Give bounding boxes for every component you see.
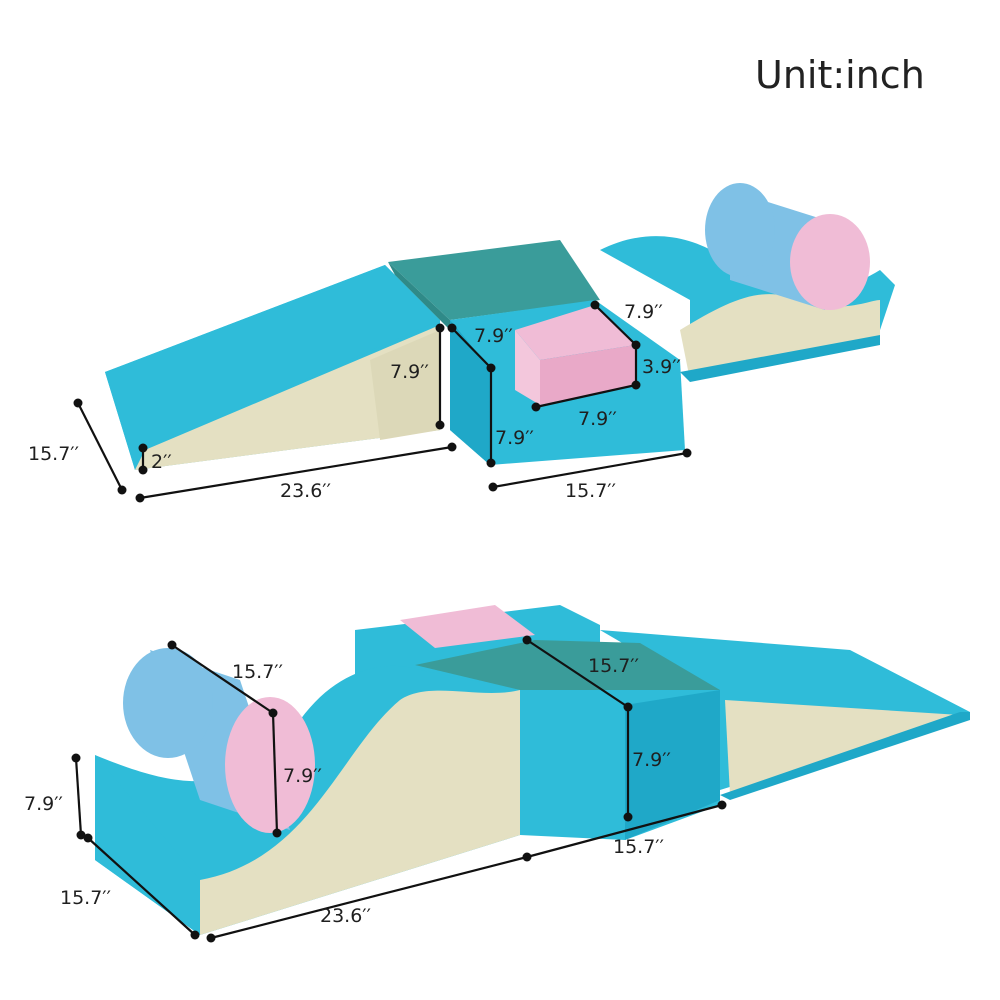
- top-foam-set: 15.7′′ 2′′ 23.6′′ 7.9′′ 7.9′′ 7.9′′ 7.9′…: [28, 183, 895, 503]
- bottom-ramp: [600, 630, 970, 800]
- top-cube-length-label: 15.7′′: [565, 480, 616, 502]
- top-cylinder: [705, 183, 870, 310]
- bottom-block-length-label: 15.7′′: [613, 836, 664, 858]
- bottom-dimension-lines: [71, 635, 727, 943]
- bottom-wave-length-label: 23.6′′: [320, 905, 371, 927]
- bottom-foam-set: 15.7′′ 7.9′′ 7.9′′ 15.7′′ 23.6′′ 15.7′′ …: [24, 605, 970, 943]
- bottom-wave-width-label: 15.7′′: [60, 887, 111, 909]
- top-cube-depth-label: 7.9′′: [474, 325, 513, 347]
- top-cube-height-side-label: 7.9′′: [495, 427, 534, 449]
- unit-title: Unit:inch: [755, 53, 925, 97]
- top-pad-height-label: 3.9′′: [642, 356, 681, 378]
- bottom-cylinder-diameter-label: 7.9′′: [283, 765, 322, 787]
- bottom-cylinder-length-label: 15.7′′: [232, 661, 283, 683]
- top-pad-depth-label: 7.9′′: [624, 301, 663, 323]
- top-cube-height-front-label: 7.9′′: [390, 361, 429, 383]
- bottom-teal-block: [415, 640, 720, 840]
- bottom-block-height-label: 7.9′′: [632, 749, 671, 771]
- bottom-block-depth-label: 15.7′′: [588, 655, 639, 677]
- top-dimension-lines: [73, 300, 692, 503]
- top-ramp-width-label: 15.7′′: [28, 443, 79, 465]
- top-ramp-low-height-label: 2′′: [151, 451, 172, 473]
- top-wave-block: [600, 236, 895, 382]
- bottom-cylinder: [123, 648, 315, 833]
- top-ramp-length-label: 23.6′′: [280, 480, 331, 502]
- bottom-wave-height-label: 7.9′′: [24, 793, 63, 815]
- top-pad-width-label: 7.9′′: [578, 408, 617, 430]
- top-ramp: [105, 265, 440, 470]
- top-teal-block: [388, 240, 600, 330]
